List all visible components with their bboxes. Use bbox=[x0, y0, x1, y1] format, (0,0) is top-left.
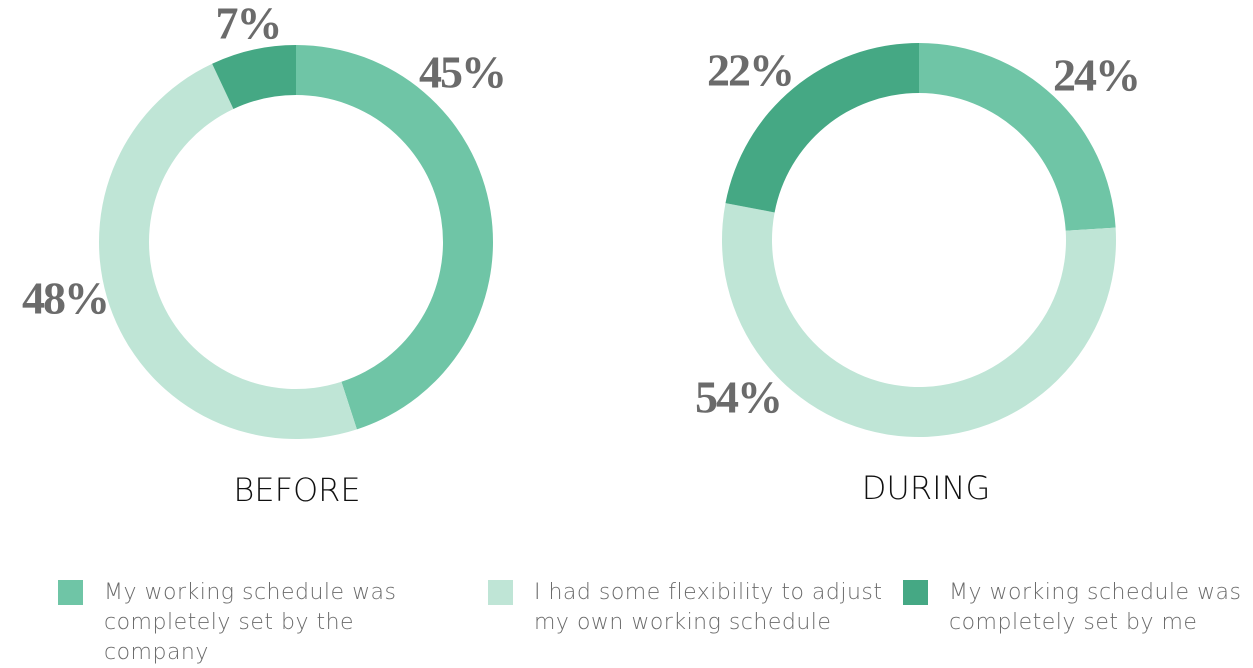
value-label: 22% bbox=[707, 45, 793, 96]
value-label: 48% bbox=[22, 273, 108, 324]
donut-segment bbox=[296, 45, 493, 430]
chart: 45% 48% 7% BEFORE 24% 54% 22% DURING bbox=[22, 0, 1141, 509]
value-label: 24% bbox=[1053, 50, 1139, 101]
donut-segment bbox=[99, 63, 357, 439]
legend-item: My working schedule was completely set b… bbox=[58, 580, 464, 668]
legend-item: I had some flexibility to adjust my own … bbox=[488, 580, 894, 638]
legend-swatch bbox=[488, 580, 513, 605]
donut-segment bbox=[721, 203, 1116, 438]
value-label: 54% bbox=[695, 372, 781, 423]
donut-segment bbox=[212, 45, 296, 109]
value-label: 45% bbox=[419, 47, 505, 98]
legend-swatch bbox=[903, 580, 928, 605]
donut-segment bbox=[919, 43, 1116, 231]
legend-swatch bbox=[58, 580, 83, 605]
legend-item: My working schedule was completely set b… bbox=[903, 580, 1253, 638]
legend-label: My working schedule was completely set b… bbox=[949, 580, 1242, 635]
legend-label: I had some flexibility to adjust my own … bbox=[534, 580, 883, 635]
value-label: 7% bbox=[216, 0, 281, 49]
donut-segment bbox=[725, 43, 919, 213]
legend-label: My working schedule was completely set b… bbox=[104, 580, 397, 665]
chart-title: DURING bbox=[862, 469, 990, 507]
chart-title: BEFORE bbox=[233, 471, 360, 509]
page: 45% 48% 7% BEFORE 24% 54% 22% DURING My working… bbox=[22, 0, 1253, 665]
